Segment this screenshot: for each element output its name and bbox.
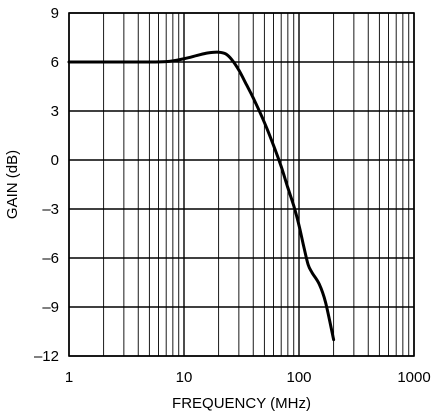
x-tick-labels: 1 10 100 1000 [65, 369, 431, 386]
x-tick-label: 100 [286, 369, 311, 386]
y-tick-label: –9 [42, 299, 59, 316]
x-axis-title: FREQUENCY (MHz) [172, 395, 311, 412]
y-tick-label: –12 [34, 348, 59, 365]
y-tick-label: –3 [42, 201, 59, 218]
major-gridlines [68, 12, 415, 357]
y-tick-label: –6 [42, 250, 59, 267]
x-tick-label: 10 [176, 369, 193, 386]
minor-gridlines [103, 13, 410, 356]
x-tick-label: 1 [65, 369, 73, 386]
y-tick-label: 6 [51, 54, 59, 71]
series-line-gain [67, 50, 336, 342]
plot-frame [68, 12, 415, 357]
y-tick-label: 3 [51, 103, 59, 120]
x-tick-label: 1000 [397, 369, 430, 386]
y-tick-labels: 9 6 3 0 –3 –6 –9 –12 [34, 5, 59, 365]
y-tick-label: 0 [51, 152, 59, 169]
y-axis-title: GAIN (dB) [4, 150, 21, 219]
y-tick-label: 9 [51, 5, 59, 22]
